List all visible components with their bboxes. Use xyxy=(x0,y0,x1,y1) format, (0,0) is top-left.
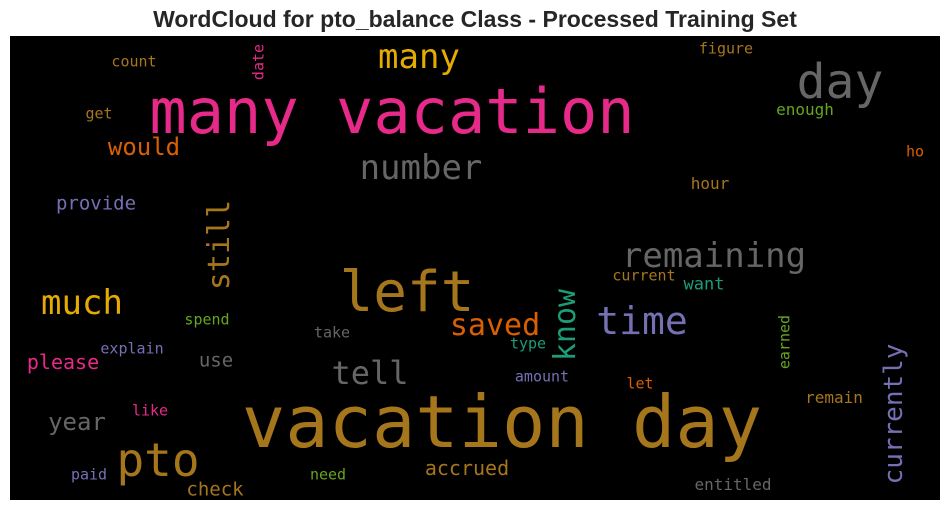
word-paid: paid xyxy=(70,465,108,484)
word-enough: enough xyxy=(776,100,834,119)
word-accrued: accrued xyxy=(424,456,510,480)
word-date: date xyxy=(249,43,268,81)
word-many: many xyxy=(378,37,460,77)
word-take: take xyxy=(313,323,351,342)
word-know: know xyxy=(548,288,583,362)
word-get: get xyxy=(85,104,113,123)
word-vacation-day: vacation day xyxy=(241,380,763,464)
word-left: left xyxy=(339,260,475,325)
word-please: please xyxy=(26,350,100,374)
word-number: number xyxy=(359,148,483,188)
word-check: check xyxy=(186,478,244,500)
word-provide: provide xyxy=(55,192,137,215)
word-use: use xyxy=(198,349,234,372)
word-pto: pto xyxy=(116,433,200,487)
word-saved: saved xyxy=(449,308,541,343)
word-remaining: remaining xyxy=(621,236,807,276)
word-tell: tell xyxy=(331,354,409,392)
word-earned: earned xyxy=(775,314,794,370)
word-remain: remain xyxy=(805,388,863,407)
word-need: need xyxy=(309,465,347,484)
word-figure: figure xyxy=(698,39,754,58)
word-type: type xyxy=(509,334,547,353)
word-many-vacation: many vacation xyxy=(149,75,635,148)
wordcloud-canvas: vacation day many vacation left pto day time m… xyxy=(10,36,940,500)
word-current: current xyxy=(612,266,676,285)
word-much: much xyxy=(41,283,123,323)
word-want: want xyxy=(683,274,725,295)
word-hour: hour xyxy=(690,174,730,193)
word-explain: explain xyxy=(100,339,164,358)
word-amount: amount xyxy=(514,367,570,386)
word-year: year xyxy=(48,408,106,436)
word-count: count xyxy=(111,52,157,71)
word-ho: ho xyxy=(905,142,925,161)
word-let: let xyxy=(626,374,654,393)
word-spend: spend xyxy=(184,310,230,329)
word-still: still xyxy=(202,199,237,291)
word-currently: currently xyxy=(879,343,909,485)
word-time: time xyxy=(596,299,688,343)
word-like: like xyxy=(131,401,169,420)
chart-title: WordCloud for pto_balance Class - Proces… xyxy=(153,6,797,32)
word-would: would xyxy=(107,133,181,161)
word-entitled: entitled xyxy=(694,475,772,494)
word-day: day xyxy=(796,54,884,110)
